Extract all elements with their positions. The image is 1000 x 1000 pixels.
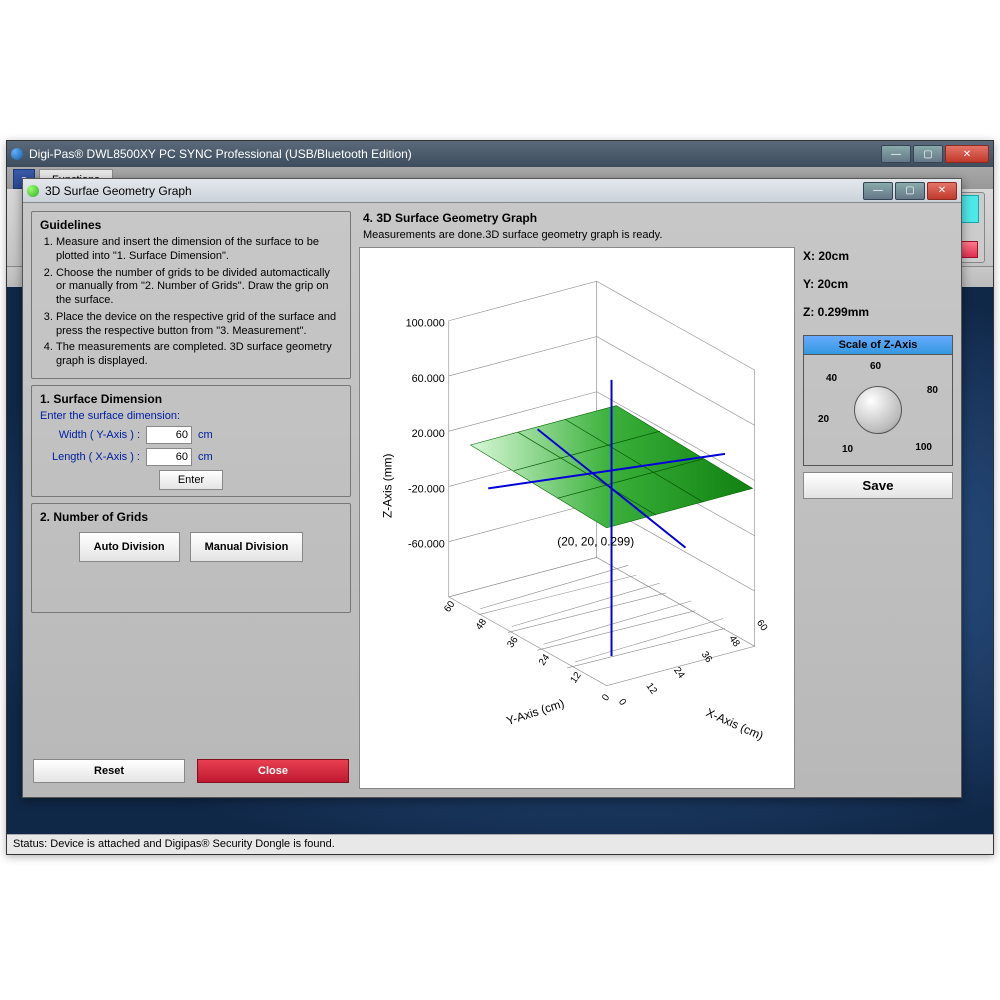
- dialog-title: 3D Surfae Geometry Graph: [45, 184, 192, 198]
- svg-text:Y-Axis (cm): Y-Axis (cm): [505, 696, 566, 728]
- dialog-maximize-button[interactable]: ▢: [895, 182, 925, 200]
- svg-text:20.000: 20.000: [412, 428, 445, 440]
- svg-text:-60.000: -60.000: [408, 539, 445, 551]
- svg-text:48: 48: [474, 616, 490, 632]
- svg-text:12: 12: [644, 681, 659, 696]
- dialog-3d-surface: 3D Surfae Geometry Graph — ▢ ✕ Guideline…: [22, 178, 962, 798]
- minimize-button[interactable]: —: [881, 145, 911, 163]
- length-input[interactable]: [146, 448, 192, 466]
- svg-text:12: 12: [568, 670, 583, 685]
- svg-text:60.000: 60.000: [412, 373, 445, 385]
- dialog-titlebar: 3D Surfae Geometry Graph — ▢ ✕: [23, 179, 961, 203]
- plot-3d: (20, 20, 0.299) 100.000 60.000 20.000 -20.0…: [359, 247, 795, 789]
- left-column: Guidelines Measure and insert the dimens…: [31, 211, 351, 789]
- z-scale-box: Scale of Z-Axis 10 20 40 60 80 100: [803, 335, 953, 466]
- surface-dimension-group: 1. Surface Dimension Enter the surface d…: [31, 385, 351, 497]
- svg-text:0: 0: [616, 697, 628, 708]
- app-icon: [11, 148, 23, 160]
- svg-text:60: 60: [442, 599, 458, 615]
- svg-text:0: 0: [600, 692, 612, 703]
- svg-text:60: 60: [754, 618, 770, 634]
- reading-z: Z: 0.299mm: [803, 305, 953, 319]
- svg-text:X-Axis (cm): X-Axis (cm): [704, 705, 766, 743]
- number-of-grids-group: 2. Number of Grids Auto Division Manual …: [31, 503, 351, 613]
- svg-text:36: 36: [505, 634, 521, 650]
- manual-division-button[interactable]: Manual Division: [190, 532, 304, 562]
- save-button[interactable]: Save: [803, 472, 953, 499]
- dialog-minimize-button[interactable]: —: [863, 182, 893, 200]
- auto-division-button[interactable]: Auto Division: [79, 532, 180, 562]
- reset-button[interactable]: Reset: [33, 759, 185, 783]
- point-label: (20, 20, 0.299): [557, 535, 634, 549]
- center-column: 4. 3D Surface Geometry Graph Measurement…: [359, 211, 795, 789]
- guidelines-title: Guidelines: [40, 218, 342, 232]
- svg-text:-20.000: -20.000: [408, 483, 445, 495]
- right-column: X: 20cm Y: 20cm Z: 0.299mm Scale of Z-Ax…: [803, 211, 953, 789]
- enter-button[interactable]: Enter: [159, 470, 223, 490]
- window-controls: — ▢ ✕: [879, 145, 989, 163]
- z-scale-dial[interactable]: 10 20 40 60 80 100: [804, 355, 952, 465]
- main-titlebar: Digi-Pas® DWL8500XY PC SYNC Professional…: [7, 141, 993, 167]
- width-input[interactable]: [146, 426, 192, 444]
- svg-text:Z-Axis (mm): Z-Axis (mm): [381, 454, 395, 518]
- close-button[interactable]: ✕: [945, 145, 989, 163]
- main-title: Digi-Pas® DWL8500XY PC SYNC Professional…: [29, 147, 412, 161]
- guidelines-group: Guidelines Measure and insert the dimens…: [31, 211, 351, 379]
- reading-x: X: 20cm: [803, 249, 953, 263]
- close-dialog-button[interactable]: Close: [197, 759, 349, 783]
- status-bar: Status: Device is attached and Digipas® …: [7, 834, 993, 854]
- svg-text:100.000: 100.000: [406, 318, 445, 330]
- dialog-close-button[interactable]: ✕: [927, 182, 957, 200]
- reading-y: Y: 20cm: [803, 277, 953, 291]
- dialog-icon: [27, 185, 39, 197]
- svg-text:24: 24: [537, 652, 553, 668]
- maximize-button[interactable]: ▢: [913, 145, 943, 163]
